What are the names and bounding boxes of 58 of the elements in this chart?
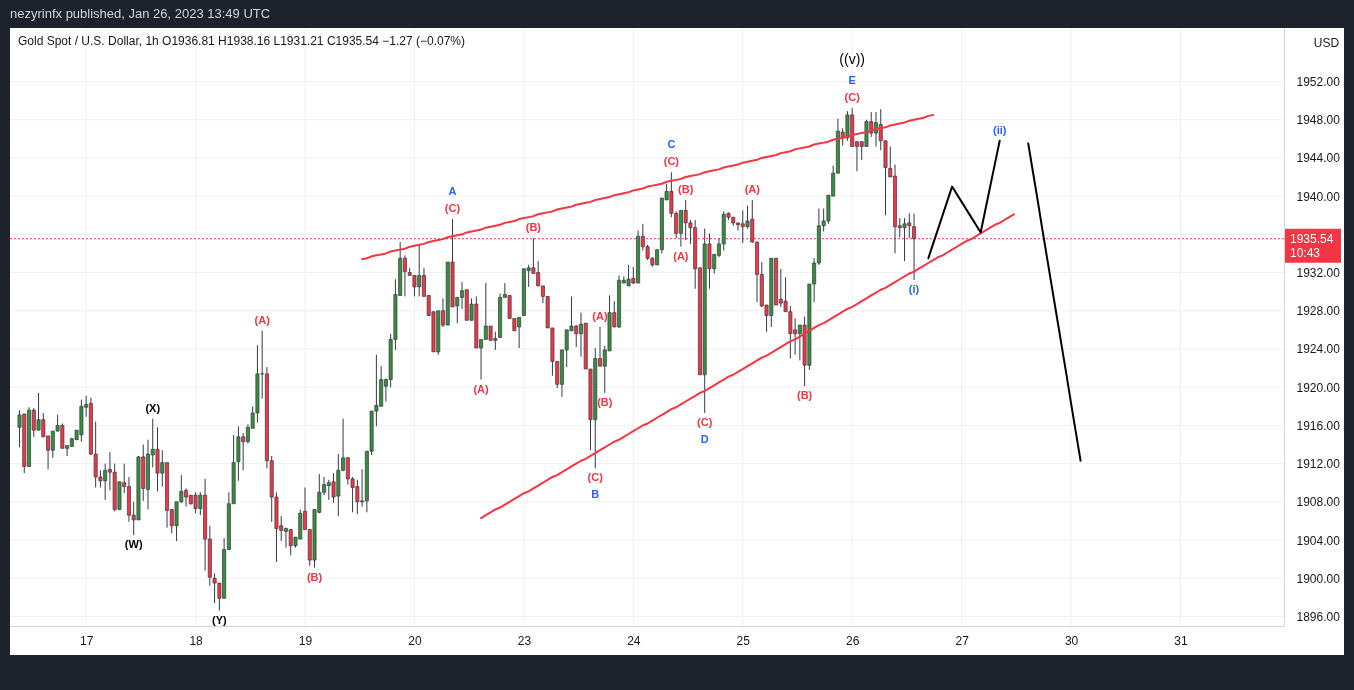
x-tick-label: 23 [517,633,532,648]
y-tick-label: 1948.00 [1296,113,1341,128]
y-axis-title: USD [1313,35,1340,50]
y-tick-label: 1944.00 [1296,151,1341,166]
x-tick-label: 27 [955,633,970,648]
x-tick-label: 19 [298,633,313,648]
annotation: (A) [592,310,608,322]
annotation: (C) [587,471,604,484]
x-tick-label: 24 [627,633,641,648]
x-tick-label: 31 [1174,633,1188,648]
annotation: (B) [597,395,613,408]
annotation: (X) [145,401,161,414]
annotation: ((v)) [839,51,866,67]
annotation: (C) [444,202,461,215]
y-tick-label: 1928.00 [1296,304,1341,319]
annotation: (C) [844,91,861,104]
y-tick-label: 1952.00 [1296,75,1341,89]
y-tick-label: 1904.00 [1296,533,1341,548]
y-tick-label: 1924.00 [1296,342,1341,357]
line-series [927,139,1001,260]
annotation: (Y) [212,613,228,626]
text: 10:43 [1290,245,1321,260]
annotation: (B) [525,221,542,234]
annotation: D [700,432,709,445]
x-tick-label: 20 [408,633,422,648]
line-series [1027,142,1082,462]
x-tick-label: 26 [846,633,860,648]
chart-title: nezyrinfx published, Jan 26, 2023 13:49 UTC [10,6,271,21]
y-tick-label: 1940.00 [1296,189,1341,204]
ref-line-label: 1935.54 [1290,231,1334,246]
annotation: (A) [673,249,689,262]
annotation: (B) [306,570,323,583]
annotation: (C) [697,415,713,428]
annotation: E [848,74,856,87]
y-tick-label: 1920.00 [1296,380,1341,395]
y-tick-label: 1912.00 [1296,457,1341,472]
x-tick-label: 30 [1064,633,1079,648]
annotation: (C) [663,155,680,168]
annotation: (ii) [992,123,1007,136]
annotation: (A) [744,182,761,195]
x-tick-label: 18 [189,633,204,648]
x-tick-label: 25 [736,633,751,648]
annotation: B [591,488,600,501]
annotation: (W) [124,538,143,551]
y-tick-label: 1896.00 [1296,609,1341,624]
text: Gold Spot / U.S. Dollar, 1h O1936.81 H1938.16 L1931.21 C1935.54 −1.27 (−0.07%) [18,34,465,48]
annotation: A [448,185,457,198]
y-tick-label: 1916.00 [1296,418,1341,433]
annotation: (A) [254,313,271,326]
annotation: C [667,138,676,151]
annotation: (i) [908,283,920,296]
x-tick-label: 17 [79,633,94,648]
y-tick-label: 1908.00 [1296,495,1341,510]
annotation: (A) [473,382,490,395]
y-tick-label: 1932.00 [1296,266,1341,281]
annotation: (B) [796,389,813,402]
annotation: (B) [678,182,694,195]
y-tick-label: 1900.00 [1296,571,1341,586]
